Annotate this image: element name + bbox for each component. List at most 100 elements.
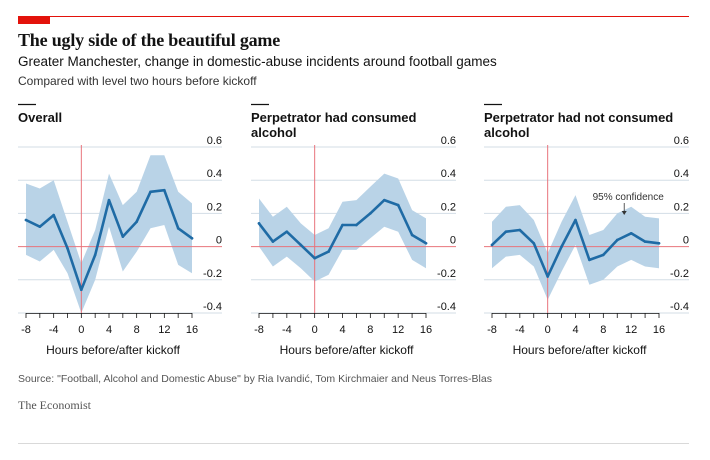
x-tick-label: 0 [312, 324, 318, 336]
bottom-rule [18, 443, 689, 444]
panel-title-line: Perpetrator had consumed [251, 110, 416, 125]
data-point [504, 230, 508, 233]
y-tick-label: 0.2 [207, 201, 222, 213]
data-point [163, 188, 166, 192]
data-point [588, 258, 591, 262]
x-tick-label: 12 [158, 324, 170, 336]
data-point [532, 241, 536, 245]
y-tick-label: 0.2 [441, 201, 456, 213]
data-point [271, 240, 275, 243]
x-tick-label: 16 [653, 324, 665, 336]
x-tick-label: 8 [600, 324, 606, 336]
data-point [80, 288, 83, 292]
x-tick-label: 4 [339, 324, 345, 336]
data-point [38, 225, 42, 228]
confidence-band [26, 155, 192, 313]
brand-red-tag [18, 16, 50, 24]
x-tick-label: 12 [392, 324, 404, 336]
y-tick-label: 0.2 [674, 201, 689, 213]
x-tick-label: 4 [572, 324, 578, 336]
panel-title-line: alcohol [251, 125, 297, 140]
x-tick-label: 0 [78, 324, 84, 336]
data-point [176, 227, 180, 230]
data-point [149, 190, 152, 194]
x-tick-label: -8 [254, 324, 264, 336]
data-point [257, 222, 261, 225]
x-tick-label: -4 [282, 324, 292, 336]
data-point [190, 237, 194, 240]
data-point [327, 250, 330, 253]
y-tick-label: -0.4 [203, 301, 222, 313]
x-tick-label: 8 [367, 324, 373, 336]
y-tick-label: -0.2 [437, 268, 456, 280]
annotation-arrowhead [621, 211, 627, 215]
y-tick-label: -0.4 [437, 301, 456, 313]
publisher-brand: The Economist [18, 398, 91, 412]
y-tick-label: 0.6 [207, 135, 222, 147]
data-point [285, 230, 289, 233]
data-point [52, 213, 55, 217]
chart-title: The ugly side of the beautiful game [18, 30, 281, 50]
y-tick-label: 0.6 [441, 135, 456, 147]
x-axis-label: Hours before/after kickoff [46, 343, 181, 357]
data-point [313, 256, 316, 260]
x-tick-label: -8 [487, 324, 497, 336]
confidence-annotation: 95% confidence [593, 192, 665, 203]
y-tick-label: 0 [683, 235, 689, 247]
chart-note: Compared with level two hours before kic… [18, 74, 257, 88]
data-point [299, 243, 303, 247]
data-point [396, 203, 400, 207]
data-point [643, 240, 647, 243]
x-tick-label: 16 [186, 324, 198, 336]
x-tick-label: 4 [106, 324, 112, 336]
chart-panel-1: Overall 0.6 0.4 0.2 0 -0.2 -0.4 -8 -4 0 4 8 12 16 Hour… [18, 103, 222, 357]
x-tick-label: 16 [420, 324, 432, 336]
x-axis-label: Hours before/after kickoff [513, 343, 648, 357]
data-point [121, 235, 125, 238]
y-tick-label: 0 [450, 235, 456, 247]
data-point [615, 238, 619, 242]
data-point [341, 223, 344, 227]
y-tick-label: -0.2 [670, 268, 689, 280]
x-axis-label: Hours before/after kickoff [280, 343, 415, 357]
y-tick-label: 0.4 [441, 168, 456, 180]
source-note: Source: "Football, Alcohol and Domestic … [18, 373, 492, 385]
y-tick-label: -0.2 [203, 268, 222, 280]
panel-title-line: Perpetrator had not consumed [484, 110, 673, 125]
data-point [135, 220, 138, 223]
y-tick-label: 0.4 [207, 168, 222, 180]
y-tick-label: -0.4 [670, 301, 689, 313]
data-point [657, 241, 661, 245]
x-tick-label: 0 [545, 324, 551, 336]
x-tick-label: 8 [134, 324, 140, 336]
data-point [93, 253, 97, 257]
x-tick-label: -8 [21, 324, 31, 336]
panel-title-line: alcohol [484, 125, 530, 140]
data-point [560, 245, 563, 248]
data-point [382, 198, 386, 202]
data-point [629, 232, 633, 235]
y-tick-label: 0.4 [674, 168, 689, 180]
data-point [107, 198, 111, 202]
top-rule [18, 16, 689, 17]
x-tick-label: -4 [49, 324, 59, 336]
data-point [424, 241, 428, 245]
data-point [602, 253, 605, 257]
data-point [66, 246, 69, 250]
data-point [355, 223, 358, 227]
panel-title-line: Overall [18, 110, 62, 125]
data-point [369, 212, 372, 215]
data-point [490, 243, 494, 247]
data-point [574, 218, 577, 222]
x-tick-label: -4 [515, 324, 525, 336]
x-tick-label: 12 [625, 324, 637, 336]
confidence-band [492, 195, 659, 300]
y-tick-label: 0 [216, 235, 222, 247]
data-point [24, 218, 28, 222]
data-point [546, 275, 549, 278]
y-tick-label: 0.6 [674, 135, 689, 147]
chart-subtitle: Greater Manchester, change in domestic-a… [18, 54, 497, 69]
